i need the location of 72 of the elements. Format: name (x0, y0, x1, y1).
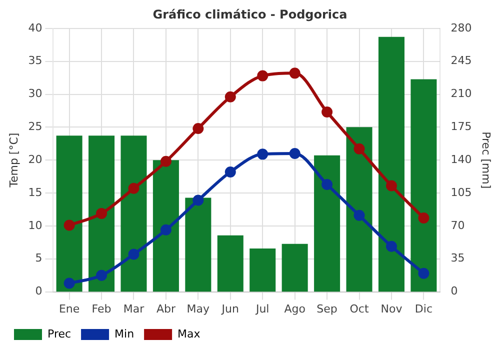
y2-tick-label: 0 (450, 284, 458, 298)
y-tick-label: 25 (28, 120, 42, 134)
point (386, 240, 397, 252)
point (128, 248, 140, 260)
point (224, 91, 236, 102)
x-tick-label: Abr (156, 302, 176, 316)
point (322, 178, 333, 190)
y-tick-label: 10 (28, 218, 42, 232)
point (128, 182, 140, 194)
y-tick-label: 35 (28, 54, 42, 68)
x-tick-label: Nov (380, 302, 403, 316)
bar (410, 79, 437, 292)
point (160, 156, 172, 167)
y2-tick-label: 280 (450, 21, 472, 34)
point (224, 166, 236, 178)
bar (185, 198, 212, 292)
y2-axis-title: Prec [mm] (480, 132, 493, 189)
y-tick-label: 0 (35, 284, 42, 298)
bar (250, 248, 276, 292)
point (96, 208, 108, 219)
x-tick-label: Oct (350, 302, 370, 316)
y-tick-label: 5 (35, 252, 42, 265)
x-tick-label: Jun (220, 302, 240, 316)
bar (88, 136, 115, 292)
point (354, 143, 365, 154)
point (289, 68, 300, 79)
y-tick-label: 20 (28, 152, 42, 166)
x-tick-label: Mar (123, 302, 145, 316)
y2-tick-label: 175 (450, 120, 472, 134)
y2-tick-label: 35 (450, 252, 465, 265)
bar (152, 160, 179, 292)
bar (378, 36, 404, 292)
point (192, 122, 204, 134)
x-tick-label: Ago (284, 302, 306, 316)
bar (56, 136, 82, 292)
bar (120, 136, 147, 292)
point (418, 212, 430, 224)
point (322, 106, 333, 118)
point (96, 270, 108, 281)
y2-tick-label: 105 (450, 186, 472, 199)
point (64, 278, 75, 289)
bar (217, 235, 244, 292)
x-tick-label: Ene (58, 302, 80, 316)
y2-tick-label: 70 (450, 218, 465, 232)
x-tick-label: Dic (414, 302, 432, 316)
legend-label: Prec (48, 327, 72, 340)
legend-label: Max (178, 327, 201, 340)
y-tick-label: 40 (28, 21, 42, 34)
point (64, 220, 75, 231)
point (257, 70, 268, 82)
point (257, 148, 268, 160)
point (354, 210, 365, 221)
y2-tick-label: 210 (450, 87, 472, 100)
bar (346, 127, 372, 292)
x-tick-label: Feb (92, 302, 112, 316)
x-tick-label: Jul (254, 302, 270, 316)
x-tick-label: May (186, 302, 210, 316)
point (289, 148, 300, 160)
y2-tick-label: 140 (450, 152, 472, 166)
point (192, 194, 204, 206)
bar (282, 244, 308, 292)
x-tick-label: Sep (316, 302, 338, 316)
bar (314, 155, 340, 292)
y2-tick-label: 245 (450, 54, 472, 68)
chart-title: Gráfico climático - Podgorica (152, 7, 348, 22)
point (418, 268, 430, 279)
y-axis-title: Temp [°C] (7, 132, 20, 188)
point (160, 224, 172, 236)
y-tick-label: 30 (28, 87, 42, 100)
point (386, 180, 397, 192)
y-tick-label: 15 (28, 186, 42, 199)
legend-label: Min (114, 327, 134, 340)
